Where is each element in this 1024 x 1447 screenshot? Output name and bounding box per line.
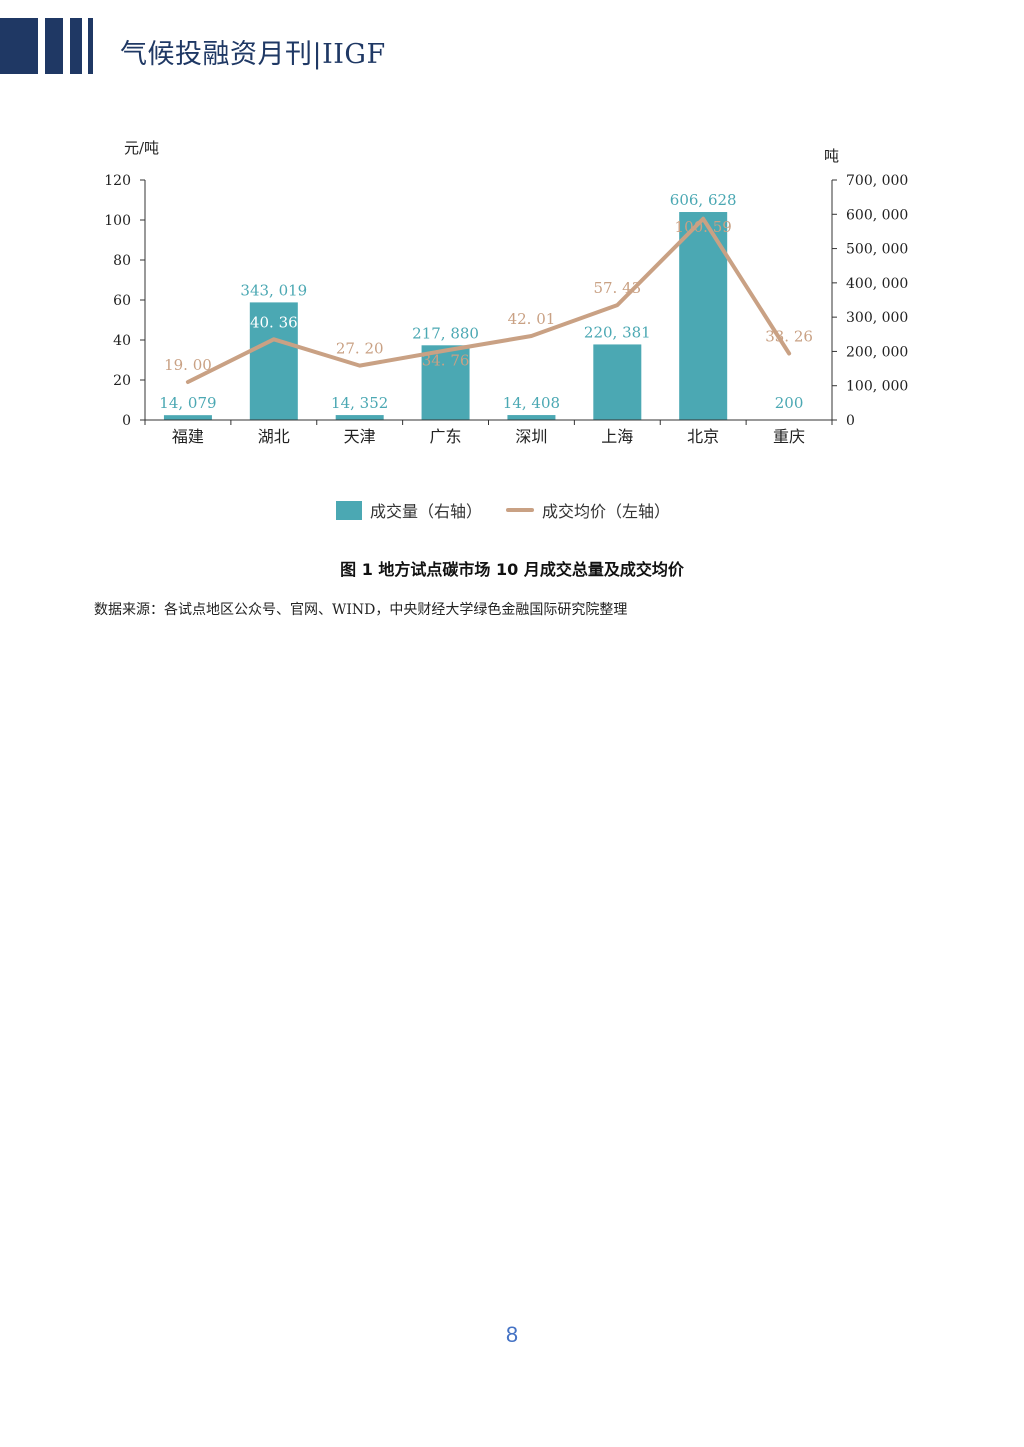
x-tick-label: 广东 xyxy=(430,427,462,446)
legend-bar-swatch xyxy=(336,500,362,520)
x-tick-label: 湖北 xyxy=(258,427,290,446)
y-left-tick-label: 120 xyxy=(104,173,131,189)
price-value-label: 40. 36 xyxy=(250,313,298,331)
bar-1 xyxy=(249,302,298,420)
y-right-tick-label: 500, 000 xyxy=(846,242,908,258)
header-bar xyxy=(70,18,82,74)
price-value-label: 19. 00 xyxy=(164,356,212,374)
x-tick-label: 上海 xyxy=(601,427,633,446)
bar-value-label: 217, 880 xyxy=(412,324,479,342)
y-right-tick-label: 200, 000 xyxy=(846,344,908,360)
y-right-axis-title: 吨 xyxy=(824,147,839,165)
price-value-label: 57. 43 xyxy=(593,279,641,297)
y-left-tick-label: 100 xyxy=(104,213,131,229)
x-tick-label: 深圳 xyxy=(515,427,547,446)
y-right-tick-label: 700, 000 xyxy=(846,173,908,189)
price-value-label: 100. 59 xyxy=(675,218,732,236)
y-left-tick-label: 20 xyxy=(113,373,131,389)
legend-bar-label: 成交量（右轴） xyxy=(370,502,483,521)
x-tick-label: 福建 xyxy=(172,427,204,446)
bar-value-label: 200 xyxy=(775,394,804,412)
price-value-label: 27. 20 xyxy=(336,340,384,358)
y-left-tick-label: 80 xyxy=(113,253,131,269)
bar-5 xyxy=(593,344,642,420)
header-bar xyxy=(0,18,38,74)
bar-value-label: 14, 079 xyxy=(159,394,216,412)
chart: 元/吨 吨 0 20 40 60 80 100 120 0 100, 000 200, 000 300,… xyxy=(104,139,908,446)
bar-value-label: 220, 381 xyxy=(584,323,651,341)
bar-4 xyxy=(507,415,556,420)
header-logo-bars xyxy=(0,18,100,74)
figure-caption: 图 1 地方试点碳市场 10 月成交总量及成交均价 xyxy=(340,560,684,579)
y-left-tick-label: 0 xyxy=(122,413,131,429)
y-right-tick-label: 400, 000 xyxy=(846,276,908,292)
x-tick-label: 天津 xyxy=(344,427,376,446)
price-value-label: 33. 26 xyxy=(765,327,813,345)
x-tick-label: 重庆 xyxy=(773,427,805,446)
bar-0 xyxy=(163,415,212,420)
price-value-label: 34. 76 xyxy=(422,351,470,369)
legend-line-label: 成交均价（左轴） xyxy=(542,502,671,521)
y-left-tick-label: 40 xyxy=(113,333,131,349)
bar-value-label: 606, 628 xyxy=(670,191,737,209)
y-right-tick-label: 0 xyxy=(846,413,855,429)
y-right-tick-label: 600, 000 xyxy=(846,207,908,223)
legend-line-swatch xyxy=(506,508,535,512)
header-title: 气候投融资月刊|IIGF xyxy=(120,39,386,70)
data-source-note: 数据来源：各试点地区公众号、官网、WIND，中央财经大学绿色金融国际研究院整理 xyxy=(94,602,628,618)
price-line xyxy=(185,216,792,384)
bar-3 xyxy=(421,345,470,420)
y-right-tick-label: 100, 000 xyxy=(846,379,908,395)
y-left-axis-title: 元/吨 xyxy=(124,139,159,157)
bar-value-label: 343, 019 xyxy=(240,281,307,299)
price-value-label: 42. 01 xyxy=(508,310,556,328)
page-number: 8 xyxy=(505,1322,519,1347)
bar-value-label: 14, 408 xyxy=(503,394,560,412)
y-left-tick-label: 60 xyxy=(113,293,131,309)
x-tick-label: 北京 xyxy=(687,427,719,446)
bar-value-label: 14, 352 xyxy=(331,394,388,412)
chart-legend: 成交量（右轴） 成交均价（左轴） xyxy=(336,498,670,522)
y-right-tick-label: 300, 000 xyxy=(846,310,908,326)
header-bar xyxy=(88,18,93,74)
header-bar xyxy=(45,18,63,74)
bar-2 xyxy=(335,415,384,420)
